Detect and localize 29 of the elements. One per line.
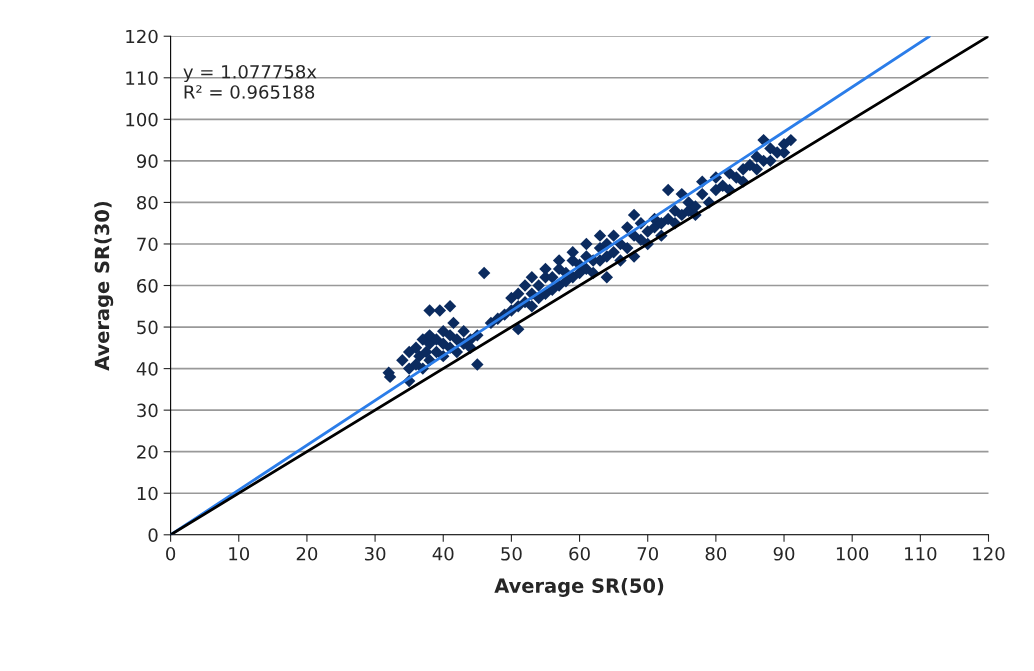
y-tick-label: 80 <box>137 195 158 210</box>
x-tick-label: 90 <box>773 546 795 561</box>
y-tick-label: 70 <box>137 237 158 252</box>
y-tick-label: 30 <box>137 403 158 418</box>
y-tick-label: 40 <box>136 362 158 376</box>
x-tick-label: 10 <box>229 546 250 561</box>
x-axis-title: Average SR(50) <box>494 577 664 597</box>
x-tick-label: 80 <box>705 546 727 561</box>
y-tick-label: 110 <box>126 71 158 85</box>
y-tick-label: 0 <box>148 528 158 542</box>
x-tick-label: 30 <box>364 546 386 561</box>
x-tick-label: 120 <box>973 546 1005 561</box>
y-tick-label: 90 <box>136 154 158 168</box>
x-tick-label: 70 <box>637 546 658 561</box>
y-tick-label: 60 <box>137 278 158 293</box>
x-tick-label: 20 <box>296 546 318 561</box>
y-tick-label: 120 <box>126 29 158 44</box>
y-tick-label: 10 <box>137 486 158 501</box>
x-tick-label: 40 <box>432 546 454 561</box>
x-tick-label: 60 <box>569 546 590 561</box>
x-tick-label: 100 <box>836 546 869 561</box>
x-tick-label: 50 <box>501 546 522 561</box>
y-tick-label: 50 <box>137 320 158 335</box>
y-axis-title: Average SR(30) <box>94 201 114 371</box>
x-tick-label: 0 <box>166 546 176 561</box>
annotation: y = 1.077758x R² = 0.965188 <box>183 64 317 99</box>
y-tick-label: 100 <box>126 112 158 127</box>
x-tick-label: 110 <box>905 546 937 561</box>
y-tick-label: 20 <box>137 445 158 459</box>
